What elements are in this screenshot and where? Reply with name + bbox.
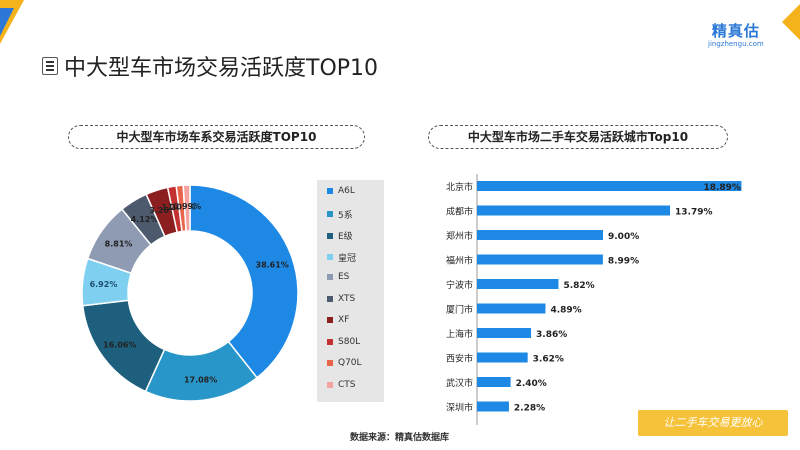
legend-label: A6L	[338, 186, 355, 196]
legend-label: S80L	[338, 336, 361, 347]
pie-data-label: 0.99%	[173, 202, 201, 211]
bar-data-label: 2.28%	[514, 404, 545, 414]
page-title: 中大型车市场交易活跃度TOP10	[64, 56, 379, 81]
bar	[477, 401, 509, 412]
bar-chart-title: 中大型车市场二手车交易活跃城市Top10	[428, 125, 728, 149]
legend-item: CTS	[327, 380, 356, 390]
legend-label: XF	[338, 315, 350, 325]
bar-data-label: 3.86%	[536, 330, 567, 340]
legend-item: XTS	[327, 294, 355, 304]
legend-swatch	[327, 360, 333, 366]
pie-legend: A6L 5系 E级皇冠 ES XTS XF S80L Q70L CTS	[317, 180, 384, 402]
pie-data-label: 4.12%	[131, 215, 159, 224]
legend-item: 皇冠	[327, 251, 356, 264]
bar	[477, 279, 559, 289]
legend-item: XF	[327, 315, 349, 325]
bar-chart: 北京市 18.89% 成都市 13.79% 郑州市 9.00% 福州市 8.99% 宁波市 5.8…	[446, 174, 742, 425]
title-bar: 中大型车市场交易活跃度TOP10	[42, 50, 378, 82]
bar-category-label: 上海市	[446, 328, 473, 340]
bar-data-label: 5.82%	[563, 281, 594, 291]
bar	[477, 254, 603, 265]
legend-label: 5系	[338, 210, 353, 221]
bar	[477, 303, 546, 314]
data-source-note: 数据来源：精真估数据库	[350, 433, 450, 443]
legend-label: Q70L	[338, 358, 362, 368]
legend-label: XTS	[338, 293, 356, 304]
legend-item: 5系	[327, 208, 353, 221]
bar	[477, 230, 603, 240]
pie-data-label: 38.61%	[256, 260, 289, 269]
legend-label: ES	[338, 272, 350, 282]
pie-slice	[182, 184, 191, 232]
legend-swatch	[327, 274, 333, 280]
bar-category-label: 宁波市	[446, 279, 473, 291]
legend-item: E级	[327, 229, 353, 242]
corner-decoration-right	[782, 4, 800, 40]
bar-data-label: 13.79%	[675, 208, 713, 218]
bar-category-label: 武汉市	[446, 377, 473, 389]
pie-data-label: 3.26%	[149, 206, 177, 215]
legend-label: E级	[338, 232, 353, 242]
bar-category-label: 福州市	[446, 255, 473, 267]
pie-chart: 38.61% 17.08% 16.06% 6.92% 8.81% 4.12%3.26%1.…	[81, 184, 299, 402]
legend-swatch	[327, 295, 333, 302]
list-icon	[42, 57, 58, 75]
pie-data-label: 1.26%	[162, 203, 190, 212]
pie-data-label: 16.06%	[103, 340, 136, 349]
legend-swatch	[327, 211, 333, 217]
pie-data-label: 6.92%	[90, 280, 118, 289]
corner-decoration-blue	[0, 8, 14, 36]
legend-label: 皇冠	[338, 253, 357, 264]
slogan-banner: 让二手车交易更放心	[638, 410, 788, 436]
bar-category-label: 西安市	[446, 353, 473, 365]
legend-item: Q70L	[327, 358, 362, 368]
legend-item: S80L	[327, 337, 360, 347]
bar-data-label: 4.89%	[550, 306, 581, 316]
bar-category-label: 深圳市	[446, 402, 473, 414]
legend-item: A6L	[327, 186, 355, 196]
bar	[477, 181, 742, 191]
legend-swatch	[327, 317, 333, 323]
bar-category-label: 郑州市	[446, 230, 473, 242]
legend-swatch	[327, 188, 333, 194]
bar-data-label: 3.62%	[533, 355, 564, 365]
bar-category-label: 成都市	[446, 206, 473, 218]
legend-label: CTS	[338, 379, 356, 390]
bar	[477, 328, 532, 338]
bar-data-label: 2.40%	[516, 379, 547, 389]
pie-data-label: 8.81%	[105, 239, 133, 248]
legend-swatch	[327, 254, 333, 260]
pie-data-label: 1.01%	[168, 202, 196, 211]
bar-data-label: 9.00%	[608, 232, 639, 242]
bar	[477, 352, 528, 363]
logo-name: 精真估	[711, 22, 760, 40]
legend-swatch	[327, 232, 333, 239]
logo-url: jingzhengu.com	[708, 40, 764, 48]
pie-slice	[189, 184, 299, 379]
bar	[477, 377, 511, 387]
legend-swatch	[327, 338, 333, 345]
bar-category-label: 厦门市	[446, 304, 473, 316]
pie-chart-title: 中大型车市场车系交易活跃度TOP10	[68, 125, 365, 149]
bar-category-label: 北京市	[446, 181, 473, 193]
bar-data-label: 18.89%	[703, 183, 741, 193]
bar	[477, 205, 671, 216]
bar-data-label: 8.99%	[608, 257, 639, 267]
legend-swatch	[327, 381, 333, 388]
brand-logo: 精真估 jingzhengu.com	[708, 20, 764, 48]
legend-item: ES	[327, 272, 349, 282]
pie-data-label: 17.08%	[184, 375, 217, 384]
